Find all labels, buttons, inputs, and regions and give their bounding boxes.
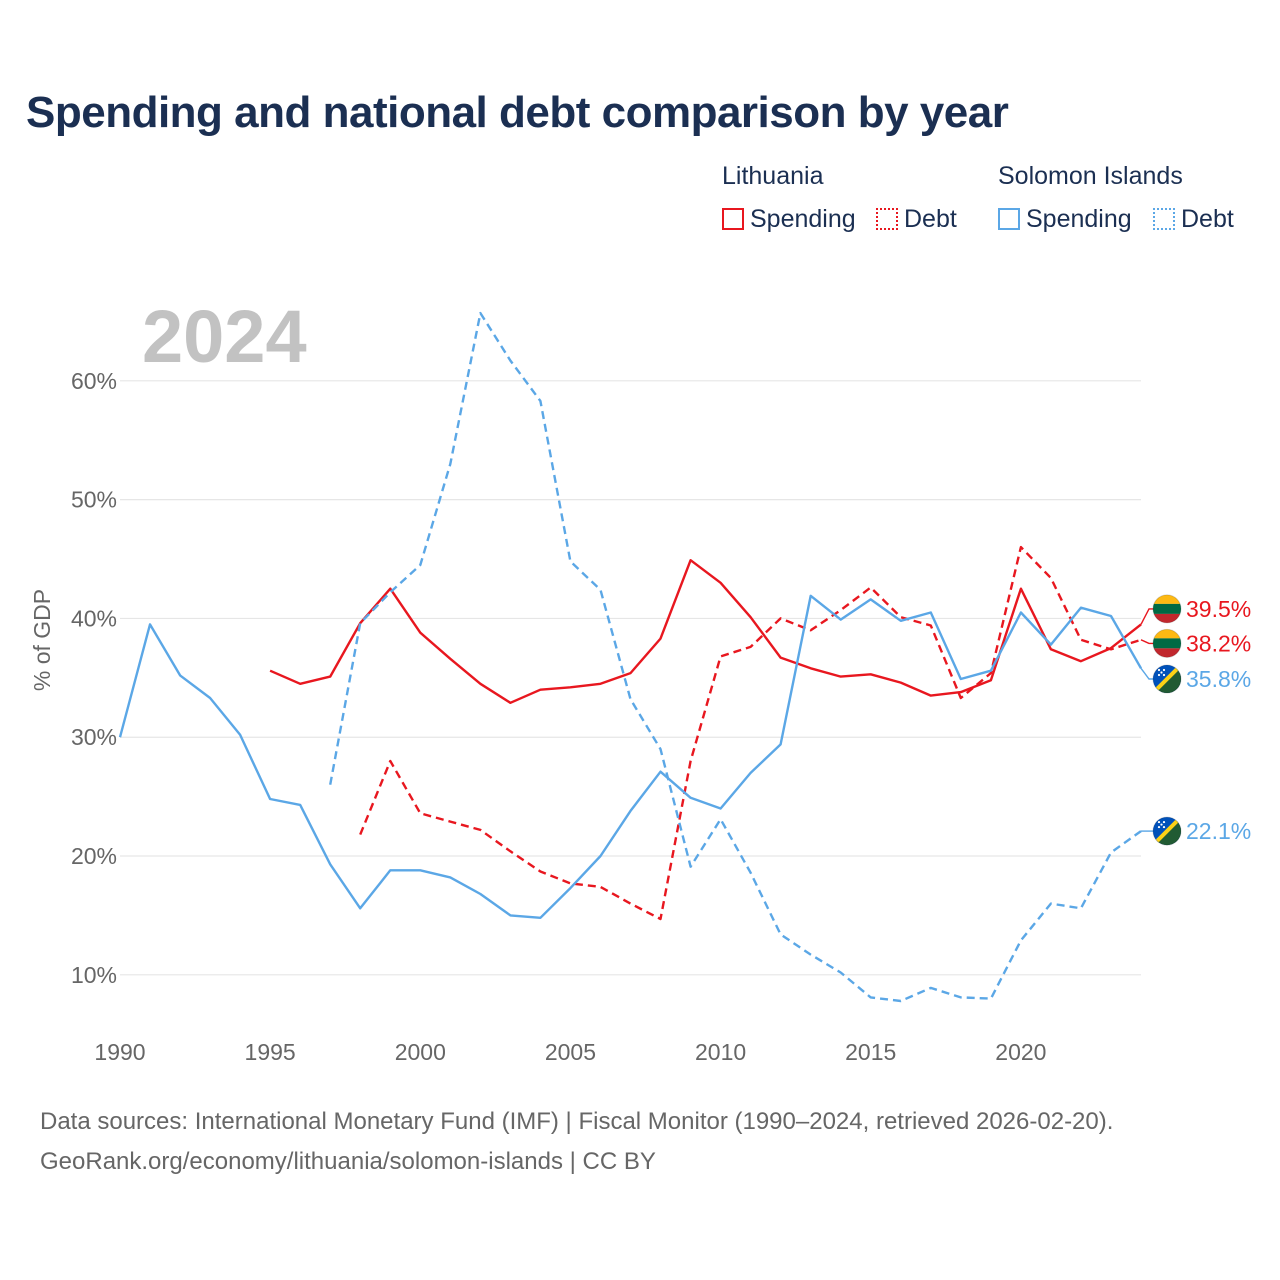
- end-label-value: 39.5%: [1186, 596, 1251, 622]
- footer-credit: GeoRank.org/economy/lithuania/solomon-is…: [40, 1148, 656, 1175]
- x-tick-label: 2000: [395, 1039, 446, 1065]
- x-tick-label: 2005: [545, 1039, 596, 1065]
- footer-sources: Data sources: International Monetary Fun…: [40, 1108, 1114, 1135]
- series-line-sb_debt[interactable]: [329, 311, 1142, 1003]
- legend-swatch-solid-red: [722, 208, 744, 230]
- legend-item-lithuania-spending[interactable]: Spending: [722, 204, 856, 234]
- lithuania-flag-icon: [1152, 628, 1182, 658]
- legend-label: Debt: [1181, 204, 1234, 233]
- year-watermark: 2024: [142, 295, 307, 378]
- solomon-islands-flag-icon: [1152, 816, 1182, 846]
- chart-title: Spending and national debt comparison by…: [26, 88, 1009, 137]
- legend-swatch-solid-blue: [998, 208, 1020, 230]
- y-tick-label: 60%: [71, 368, 117, 394]
- y-tick-label: 20%: [71, 843, 117, 869]
- x-tick-label: 2020: [995, 1039, 1046, 1065]
- x-tick-label: 1995: [245, 1039, 296, 1065]
- legend-swatch-dotted-blue: [1153, 208, 1175, 230]
- end-label-value: 22.1%: [1186, 818, 1251, 844]
- x-tick-label: 2015: [845, 1039, 896, 1065]
- end-label-connector: [1140, 608, 1155, 625]
- end-label-value: 38.2%: [1186, 630, 1251, 656]
- solomon-islands-flag-icon: [1152, 664, 1182, 694]
- series-line-sb_spending[interactable]: [118, 594, 1143, 919]
- lithuania-flag-icon: [1152, 594, 1182, 624]
- gridlines: [120, 380, 1141, 976]
- y-axis-ticks: 10% 20% 30% 40% 50% 60%: [71, 368, 117, 988]
- x-tick-label: 1990: [94, 1039, 145, 1065]
- y-tick-label: 50%: [71, 487, 117, 513]
- legend-label: Spending: [1026, 204, 1132, 233]
- legend-label: Spending: [750, 204, 856, 233]
- end-label-connector: [1140, 639, 1155, 645]
- series-line-lt_debt[interactable]: [359, 545, 1142, 921]
- series-lines: [118, 311, 1143, 1003]
- legend-group-lithuania: Lithuania: [722, 162, 824, 190]
- legend-item-lithuania-debt[interactable]: Debt: [876, 204, 957, 234]
- y-tick-label: 30%: [71, 724, 117, 750]
- end-label-value: 35.8%: [1186, 666, 1251, 692]
- x-tick-label: 2010: [695, 1039, 746, 1065]
- legend-item-solomon-debt[interactable]: Debt: [1153, 204, 1234, 234]
- end-label-connector: [1140, 667, 1155, 680]
- end-labels: 39.5% 38.2% 35.8% 22.1%: [1140, 594, 1251, 846]
- x-axis-ticks: 1990 1995 2000 2005 2010 2015 2020: [94, 1039, 1046, 1065]
- legend-group-solomon-islands: Solomon Islands: [998, 162, 1183, 190]
- legend-swatch-dotted-red: [876, 208, 898, 230]
- series-line-lt_spending[interactable]: [269, 559, 1142, 704]
- y-tick-label: 40%: [71, 605, 117, 631]
- legend-label: Debt: [904, 204, 957, 233]
- legend-item-solomon-spending[interactable]: Spending: [998, 204, 1132, 234]
- y-tick-label: 10%: [71, 962, 117, 988]
- y-axis-label: % of GDP: [29, 589, 55, 691]
